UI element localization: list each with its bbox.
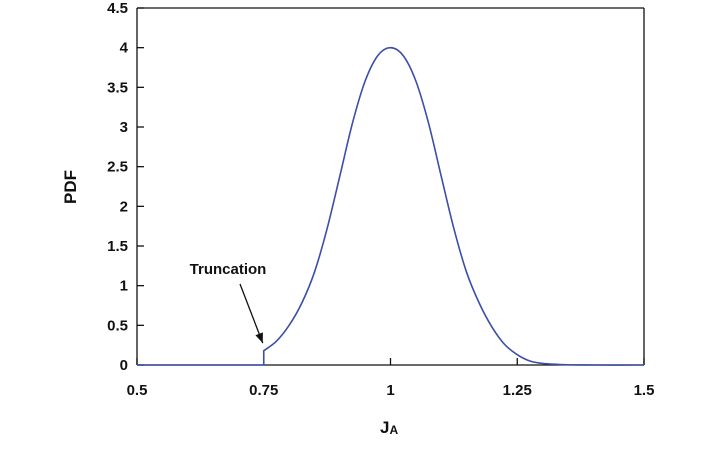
y-tick-label: 1.5 (107, 238, 128, 255)
y-tick-label: 1 (120, 278, 128, 295)
y-tick-label: 0.5 (107, 317, 128, 334)
truncation-arrow-head (255, 332, 263, 344)
x-tick-label: 1.5 (634, 382, 655, 399)
y-tick-label: 3 (120, 119, 128, 136)
x-ticks: 0.5 0.75 1 1.25 1.5 (127, 358, 655, 399)
pdf-curve (137, 46, 645, 366)
truncation-label: Truncation (190, 261, 267, 278)
y-tick-label: 0 (120, 357, 128, 374)
y-tick-label: 2.5 (107, 159, 128, 176)
x-tick-label: 1 (386, 382, 394, 399)
x-axis-title-main: J (380, 418, 389, 437)
plot-frame (136, 7, 645, 366)
y-tick-label: 4 (120, 40, 129, 57)
x-axis-title: JA (380, 418, 398, 437)
x-axis-title-sub: A (389, 423, 398, 437)
x-tick-label: 0.5 (127, 382, 148, 399)
y-tick-label: 2 (120, 198, 128, 215)
series-group (137, 46, 645, 366)
y-tick-label: 4.5 (107, 0, 128, 17)
y-tick-label: 3.5 (107, 79, 128, 96)
annotations: Truncation (190, 261, 267, 344)
truncation-arrow-line (239, 283, 264, 344)
y-axis-title: PDF (61, 170, 80, 204)
x-tick-label: 1.25 (503, 382, 532, 399)
y-ticks: 0 0.5 1 1.5 2 2.5 3 3.5 4 4.5 (107, 0, 144, 374)
x-tick-label: 0.75 (249, 382, 278, 399)
